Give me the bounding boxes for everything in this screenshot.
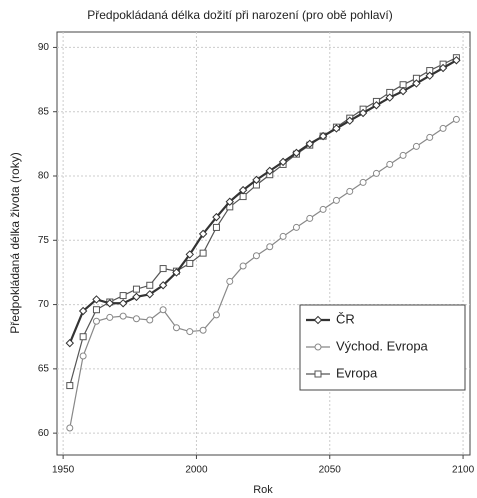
marker — [426, 133, 434, 141]
marker — [266, 243, 274, 251]
marker — [146, 316, 154, 324]
marker — [305, 139, 314, 149]
marker — [119, 292, 127, 300]
marker — [66, 382, 74, 390]
marker — [106, 313, 114, 321]
x-tick-label: 2100 — [452, 465, 475, 476]
y-tick-label: 85 — [38, 106, 50, 117]
marker — [239, 262, 247, 270]
marker — [412, 142, 420, 150]
marker — [313, 315, 323, 325]
series-line — [68, 59, 457, 344]
y-axis-label: Předpokládaná délka života (roky) — [8, 152, 22, 333]
marker — [399, 81, 407, 89]
marker — [438, 63, 448, 73]
marker — [252, 175, 261, 185]
marker — [425, 71, 434, 80]
marker — [314, 370, 322, 378]
y-tick-label: 90 — [38, 42, 50, 53]
legend-label: ČR — [336, 311, 355, 326]
marker — [132, 285, 140, 293]
marker — [172, 268, 181, 277]
marker — [358, 108, 368, 118]
y-tick-label: 65 — [38, 363, 50, 374]
marker — [252, 252, 260, 260]
marker — [399, 151, 407, 159]
marker — [158, 281, 168, 290]
y-tick-label: 60 — [38, 428, 50, 439]
marker — [306, 214, 314, 222]
legend: ČR Východ. Evropa Evropa — [299, 304, 466, 391]
plot-frame — [56, 31, 471, 456]
marker — [132, 315, 140, 323]
marker — [346, 187, 354, 195]
chart-title: Předpokládaná délka dožití při narození … — [87, 8, 393, 22]
x-tick-label: 1950 — [52, 465, 75, 476]
marker — [314, 343, 322, 351]
marker — [145, 290, 154, 299]
x-tick-label: 2000 — [185, 465, 208, 476]
marker — [278, 157, 288, 167]
marker — [185, 250, 194, 259]
marker — [146, 281, 154, 289]
x-tick-label: 2050 — [319, 465, 342, 476]
marker — [226, 277, 234, 285]
marker — [159, 265, 167, 273]
marker — [172, 324, 180, 332]
marker — [66, 424, 74, 432]
legend-label: Východ. Evropa — [336, 338, 429, 353]
marker — [199, 326, 207, 334]
marker — [239, 193, 247, 201]
marker — [386, 160, 394, 168]
marker — [79, 352, 87, 360]
marker — [132, 292, 141, 302]
marker — [318, 131, 328, 141]
marker — [186, 328, 194, 336]
marker — [92, 306, 100, 314]
marker — [265, 166, 274, 176]
x-axis-label: Rok — [253, 484, 273, 496]
marker — [345, 116, 354, 125]
marker — [92, 295, 101, 304]
marker — [385, 93, 394, 102]
marker — [292, 223, 300, 231]
marker — [439, 124, 447, 132]
marker — [212, 223, 220, 231]
marker — [198, 229, 208, 239]
marker — [118, 299, 128, 308]
marker — [452, 56, 461, 65]
marker — [372, 101, 381, 110]
marker — [79, 333, 87, 341]
marker — [332, 196, 340, 204]
marker — [359, 178, 367, 186]
marker — [225, 197, 234, 206]
marker — [105, 299, 114, 308]
marker — [65, 338, 75, 348]
marker — [119, 312, 127, 320]
marker — [159, 306, 167, 314]
y-tick-label: 70 — [38, 299, 50, 310]
marker — [199, 249, 207, 257]
y-tick-label: 80 — [38, 171, 50, 182]
marker — [279, 232, 287, 240]
y-tick-label: 75 — [38, 235, 50, 246]
legend-label: Evropa — [336, 365, 378, 380]
marker — [412, 79, 421, 88]
marker — [372, 169, 380, 177]
marker — [238, 185, 248, 195]
marker — [78, 306, 88, 316]
marker — [212, 212, 221, 222]
marker — [332, 124, 341, 133]
marker — [452, 115, 460, 123]
marker — [292, 148, 301, 158]
marker — [212, 311, 220, 319]
marker — [398, 86, 408, 96]
marker — [319, 205, 327, 213]
marker — [186, 259, 194, 267]
marker — [92, 317, 100, 325]
